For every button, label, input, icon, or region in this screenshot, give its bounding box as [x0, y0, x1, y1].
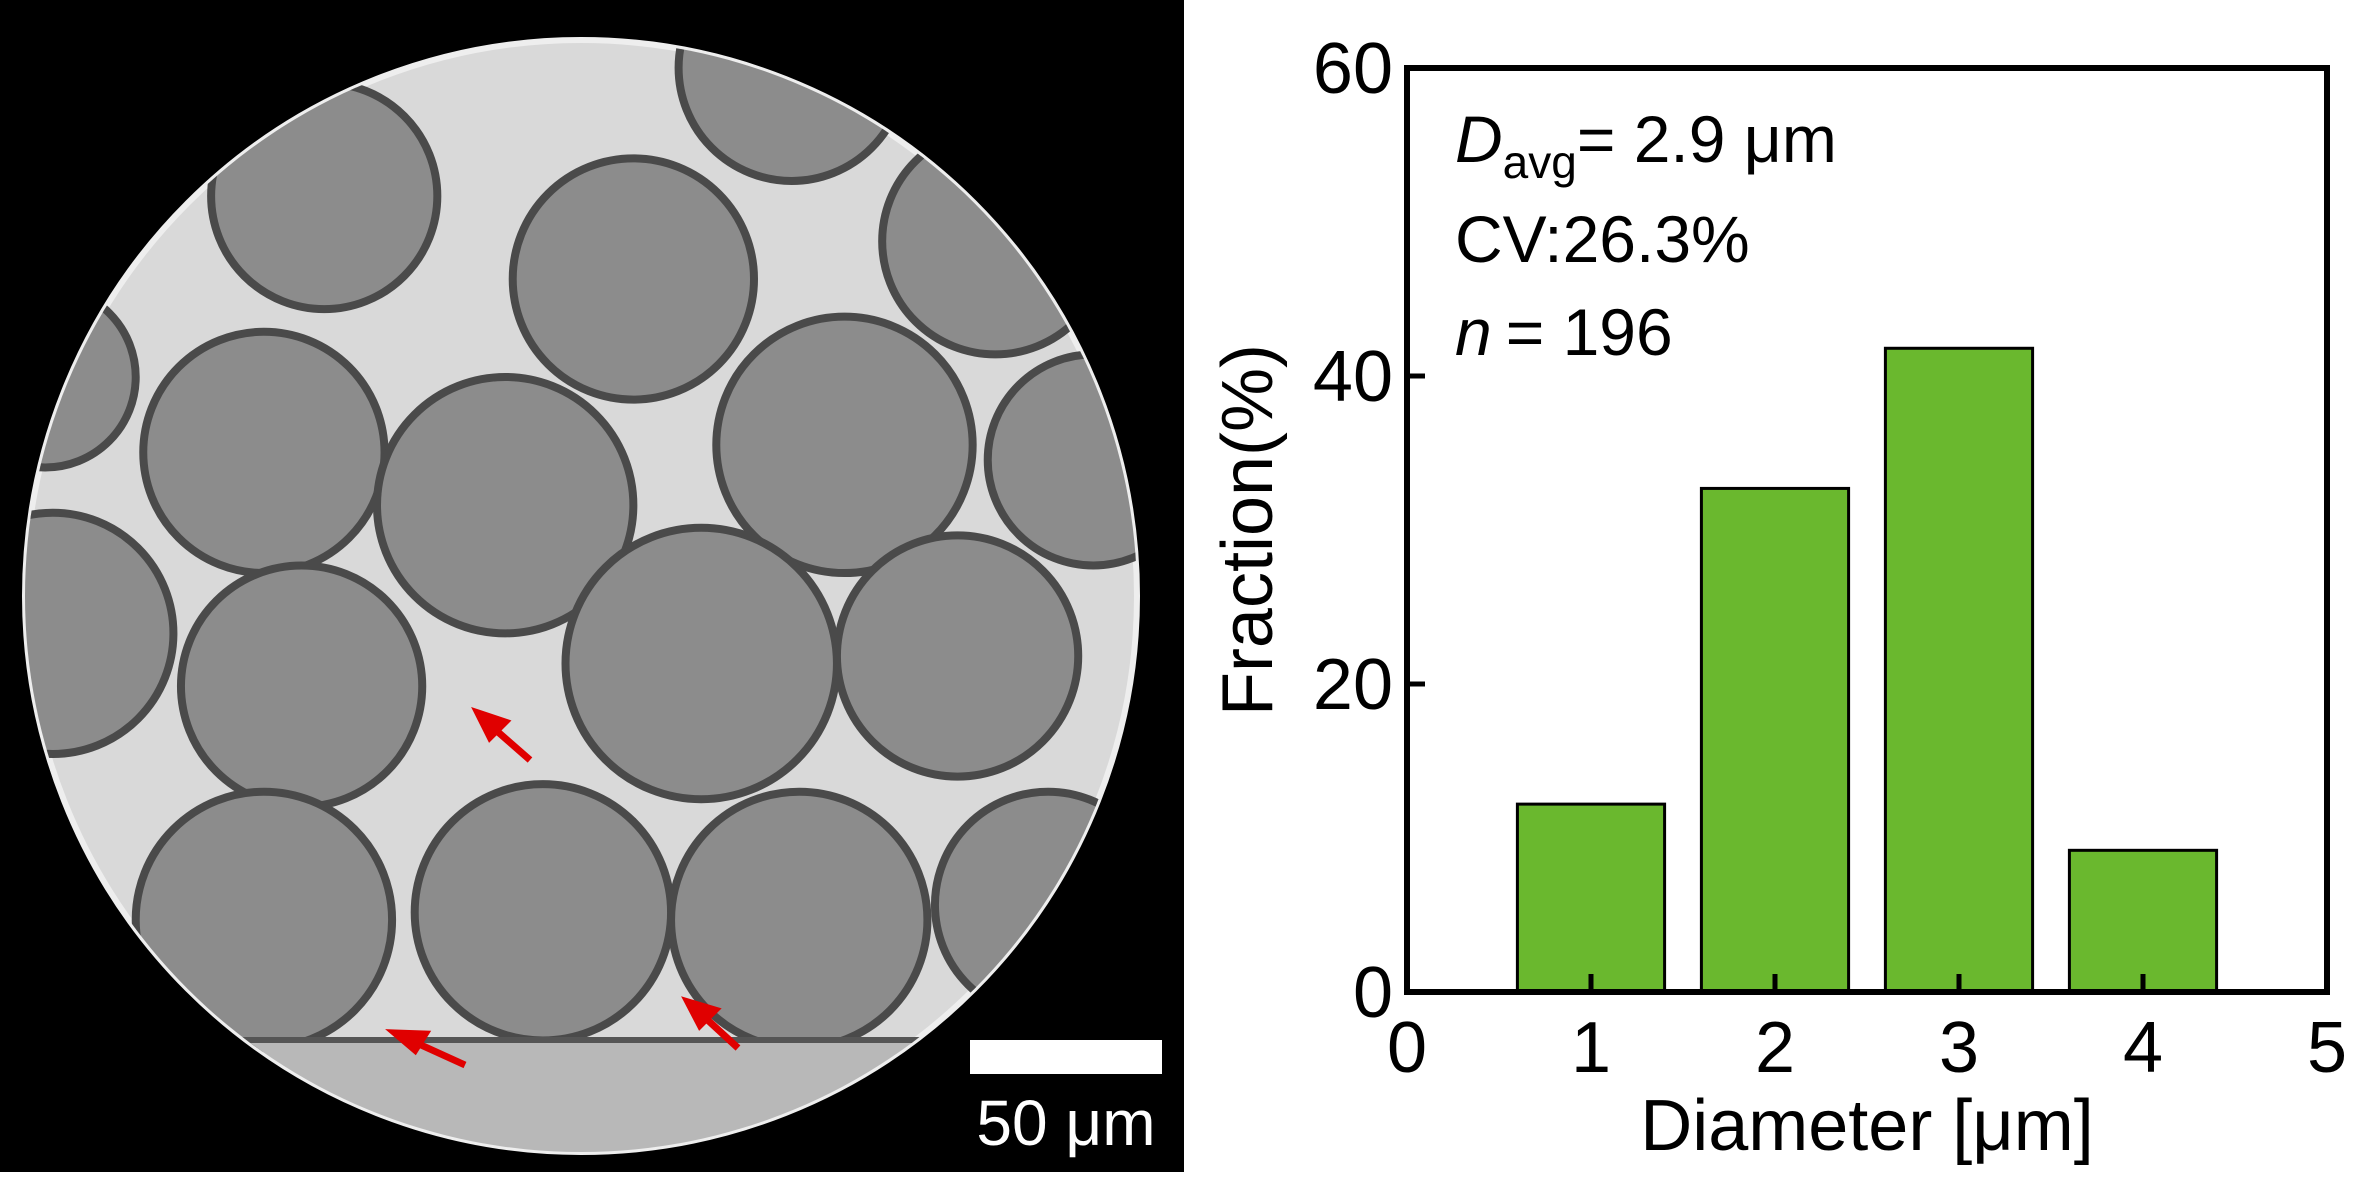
annotation-part: avg: [1503, 136, 1577, 188]
x-tick-label: 2: [1755, 1008, 1795, 1088]
y-tick-label: 60: [1313, 29, 1393, 109]
x-tick-label: 3: [1939, 1008, 1979, 1088]
x-tick-label: 5: [2307, 1008, 2347, 1088]
x-tick-label: 1: [1571, 1008, 1611, 1088]
annotation-part: n: [1455, 295, 1492, 369]
droplet: [176, 561, 427, 811]
droplet: [139, 327, 389, 578]
y-tick-label: 20: [1313, 645, 1393, 725]
arrow-head: [385, 1029, 432, 1056]
annotation: Davg= 2.9 μm: [1455, 102, 1837, 188]
bar: [1515, 802, 1667, 994]
arrows: [385, 707, 741, 1069]
arrow-head: [471, 707, 512, 743]
droplet: [25, 508, 178, 758]
annotation-part: = 2.9 μm: [1577, 102, 1837, 176]
annotation: n = 196: [1455, 295, 1673, 369]
droplets: [25, 40, 1137, 1152]
micrograph: 50 μm: [0, 0, 1184, 1172]
arrow-head: [681, 996, 722, 1031]
scale-bar-label: 50 μm: [976, 1087, 1155, 1159]
x-axis-label: Diameter [μm]: [1640, 1086, 2094, 1166]
annotation-part: D: [1455, 102, 1503, 176]
annotation-part: = 196: [1506, 295, 1673, 369]
bar: [2067, 848, 2219, 994]
droplet: [561, 523, 841, 804]
bar: [1699, 486, 1851, 994]
x-tick-label: 0: [1387, 1008, 1427, 1088]
scale-bar: [970, 1040, 1162, 1074]
bar: [1883, 346, 2035, 994]
x-tick-label: 4: [2123, 1008, 2163, 1088]
droplet: [508, 154, 758, 404]
plot-frame: [1404, 65, 2330, 995]
chart: 0 20 40 60 0 1 2 3 4 5 Diameter [μm] Fraction(%) Dav…: [1208, 29, 2347, 1166]
droplet: [373, 373, 638, 638]
droplet: [712, 312, 977, 578]
annotation: CV:26.3%: [1455, 202, 1750, 276]
y-tick-label: 40: [1313, 337, 1393, 417]
droplet: [410, 780, 676, 1045]
droplet: [832, 531, 1083, 781]
y-axis-label: Fraction(%): [1208, 344, 1288, 716]
y-tick-label: 0: [1353, 953, 1393, 1033]
annotation-part: CV:26.3%: [1455, 202, 1750, 276]
